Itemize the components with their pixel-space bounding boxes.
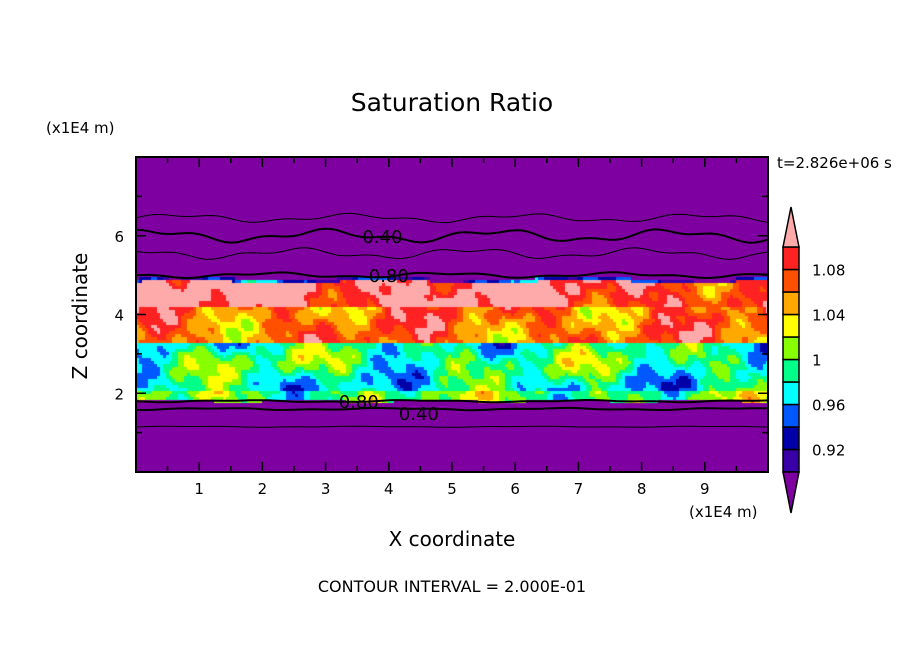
contour-line bbox=[135, 425, 769, 428]
colorbar-tick-label: 1.08 bbox=[812, 262, 845, 280]
y-axis-unit: (x1E4 m) bbox=[46, 119, 115, 137]
y-tick-label: 4 bbox=[114, 307, 124, 325]
contour-label: 0.80 bbox=[369, 266, 409, 287]
x-tick-label: 3 bbox=[321, 480, 331, 498]
colorbar-bin bbox=[782, 268, 800, 293]
contour-line bbox=[135, 212, 769, 224]
x-axis-unit: (x1E4 m) bbox=[689, 503, 758, 521]
x-axis-label: X coordinate bbox=[388, 527, 516, 551]
contour-line bbox=[135, 399, 769, 404]
x-tick-label: 5 bbox=[447, 480, 457, 498]
colorbar-tick-label: 0.92 bbox=[812, 442, 845, 460]
colorbar-bin bbox=[782, 381, 800, 406]
contour-line bbox=[135, 247, 769, 260]
colorbar-bin bbox=[782, 426, 800, 451]
x-tick-label: 8 bbox=[637, 480, 647, 498]
x-tick-label: 1 bbox=[194, 480, 204, 498]
time-label: t=2.826e+06 s bbox=[777, 154, 892, 172]
y-tick-label: 6 bbox=[114, 228, 124, 246]
colorbar-bin bbox=[782, 246, 800, 271]
colorbar-tick-label: 1 bbox=[812, 352, 822, 370]
contour-interval-label: CONTOUR INTERVAL = 2.000E-01 bbox=[317, 577, 587, 596]
colorbar-bin bbox=[782, 336, 800, 361]
contour-line bbox=[135, 271, 769, 280]
x-tick-label: 6 bbox=[510, 480, 520, 498]
contour-label: 0.40 bbox=[362, 227, 402, 248]
colorbar-bin bbox=[782, 448, 800, 473]
colorbar-tick-label: 0.96 bbox=[812, 397, 845, 415]
plot-frame bbox=[135, 156, 769, 473]
colorbar-bin bbox=[782, 291, 800, 316]
chart-title: Saturation Ratio bbox=[350, 88, 554, 117]
contour-line bbox=[136, 406, 769, 412]
contour-line bbox=[135, 227, 769, 244]
colorbar-bin bbox=[782, 358, 800, 383]
colorbar-bin bbox=[782, 403, 800, 428]
y-tick-label: 2 bbox=[114, 385, 124, 403]
colorbar-over-triangle bbox=[782, 206, 800, 248]
x-tick-label: 7 bbox=[574, 480, 584, 498]
colorbar-bin bbox=[782, 313, 800, 338]
x-tick-label: 9 bbox=[700, 480, 710, 498]
x-tick-label: 2 bbox=[258, 480, 268, 498]
colorbar-tick-label: 1.04 bbox=[812, 307, 845, 325]
saturation-field bbox=[136, 157, 768, 472]
colorbar-under-triangle bbox=[782, 471, 800, 514]
contour-label: 0.40 bbox=[399, 404, 439, 425]
x-tick-label: 4 bbox=[384, 480, 394, 498]
contour-label: 0.80 bbox=[339, 392, 379, 413]
